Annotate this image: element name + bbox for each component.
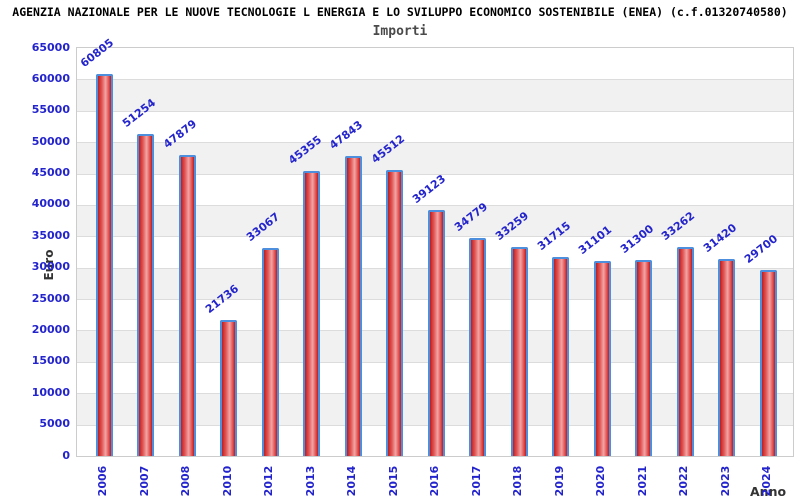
y-tick-label: 20000	[31, 322, 70, 336]
grid-band	[77, 110, 793, 143]
grid-band	[77, 79, 793, 111]
bar-2015	[386, 170, 403, 456]
bar-2008	[178, 155, 196, 456]
x-tick-label: 2008	[179, 465, 192, 497]
x-tick-label: 2014	[345, 465, 358, 497]
y-tick-label: 55000	[31, 103, 70, 117]
y-tick-label: 35000	[31, 228, 70, 242]
bar-2012	[261, 248, 279, 456]
gridline	[77, 173, 793, 175]
bar-2018	[510, 247, 528, 456]
y-tick-label: 50000	[31, 134, 70, 148]
bar-2023	[718, 258, 735, 456]
bar-2016	[427, 210, 445, 456]
x-tick-label: 2010	[220, 465, 234, 497]
bar-2007	[137, 134, 154, 456]
bar-2019	[552, 256, 569, 456]
y-tick-label: 40000	[31, 197, 70, 211]
bar-2013	[303, 171, 320, 456]
y-tick-label: 30000	[31, 260, 70, 274]
y-tick-label: 60000	[31, 71, 70, 85]
gridline	[77, 204, 793, 206]
gridline	[77, 79, 793, 81]
bar-2017	[469, 237, 486, 456]
x-tick-label: 2024	[760, 465, 773, 497]
bar-2024	[759, 269, 777, 456]
chart-subtitle: Importi	[372, 24, 428, 39]
y-tick-label: 65000	[31, 40, 70, 54]
x-tick-label: 2022	[677, 465, 690, 497]
y-tick-label: 15000	[31, 354, 70, 368]
grid-band	[77, 173, 793, 205]
y-tick-label: 45000	[31, 166, 70, 180]
y-tick-label: 10000	[31, 385, 70, 399]
chart-title: AGENZIA NAZIONALE PER LE NUOVE TECNOLOGI…	[12, 5, 788, 19]
bar-2014	[344, 155, 362, 456]
x-axis-title: Anno	[750, 484, 787, 499]
x-tick-label: 2013	[303, 465, 317, 497]
bar-2022	[676, 247, 694, 456]
x-tick-label: 2006	[96, 465, 109, 497]
x-tick-label: 2021	[635, 465, 649, 497]
grid-band	[77, 142, 793, 174]
y-tick-label: 25000	[31, 291, 70, 305]
x-tick-label: 2018	[511, 465, 524, 497]
x-tick-label: 2020	[594, 465, 607, 497]
y-tick-label: 5000	[39, 417, 70, 431]
bar-2006	[95, 74, 113, 456]
gridline	[77, 142, 793, 144]
bar-2010	[220, 319, 237, 456]
x-tick-label: 2016	[428, 465, 441, 497]
bar-2020	[593, 260, 611, 456]
bar-2021	[635, 259, 652, 456]
x-tick-label: 2019	[552, 465, 566, 497]
plot-area	[76, 47, 794, 457]
y-tick-label: 0	[62, 448, 70, 462]
x-tick-label: 2015	[386, 465, 400, 497]
gridline	[77, 110, 793, 112]
x-tick-label: 2012	[262, 465, 275, 497]
x-tick-label: 2007	[137, 465, 151, 497]
x-tick-label: 2023	[718, 465, 732, 497]
grid-band	[77, 48, 793, 80]
x-tick-label: 2017	[469, 465, 483, 497]
